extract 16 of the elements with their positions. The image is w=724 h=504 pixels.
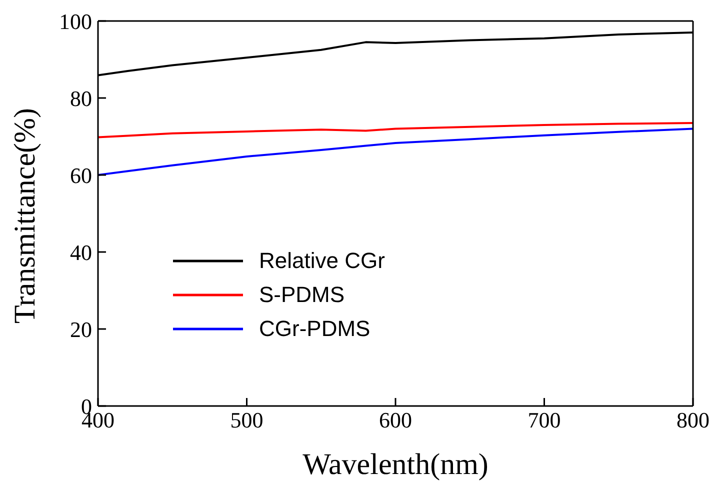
y-tick-label: 20 [70,316,92,342]
y-tick-label: 100 [59,8,92,34]
x-tick-label: 600 [379,408,412,433]
y-axis-title: Transmittance(%) [8,108,42,324]
x-tick-label: 700 [528,408,561,433]
y-tick-label: 60 [70,162,92,188]
line-series [98,128,693,176]
legend-label: Relative CGr [259,248,385,274]
y-tick-label: 40 [70,240,92,265]
line-series [98,122,693,138]
y-tick-label: 80 [70,86,92,111]
x-tick-label: 500 [230,408,264,433]
legend-label: S-PDMS [259,282,345,308]
x-axis-title: Wavelenth(nm) [302,448,488,481]
x-tick-label: 800 [676,408,710,433]
legend-label: CGr-PDMS [259,316,370,342]
